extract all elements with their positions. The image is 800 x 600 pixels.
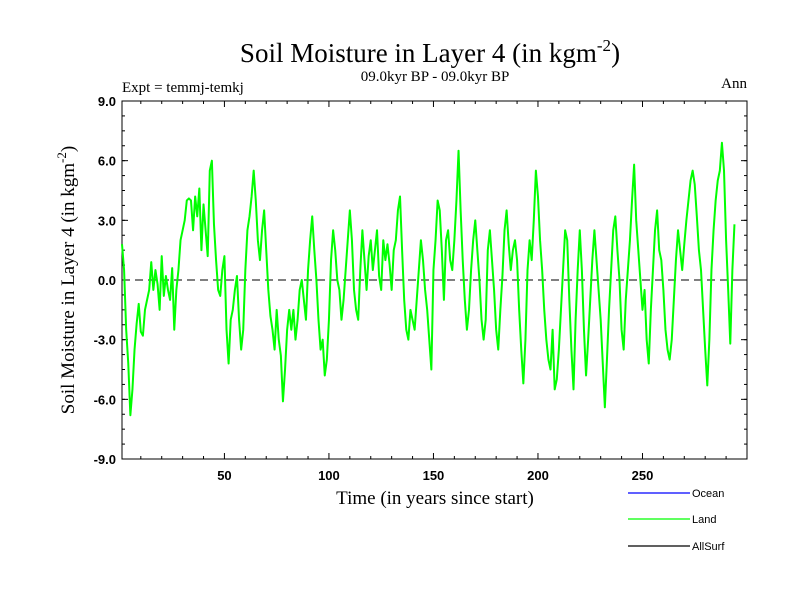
legend-label-ocean: Ocean (692, 488, 724, 500)
x-tick-label: 50 (217, 468, 231, 483)
legend-label-allsurf: AllSurf (692, 541, 725, 553)
experiment-label: Expt = temmj-temkj (122, 80, 244, 96)
chart-title: Soil Moisture in Layer 4 (in kgm-2) (240, 36, 620, 68)
y-tick-label: -9.0 (94, 452, 116, 467)
y-tick-label: 6.0 (98, 154, 116, 169)
y-tick-label: -3.0 (94, 333, 116, 348)
legend: Ocean Land AllSurf (628, 488, 725, 553)
x-axis: 50 100 150 200 250 (140, 101, 727, 483)
season-label: Ann (721, 76, 747, 92)
x-tick-label: 150 (423, 468, 445, 483)
period-label: 09.0kyr BP - 09.0kyr BP (361, 69, 510, 85)
x-tick-label: 200 (527, 468, 549, 483)
y-axis: -9.0 -6.0 -3.0 0.0 3.0 6.0 9.0 (94, 94, 747, 467)
x-tick-label: 100 (318, 468, 340, 483)
series-line-land (121, 141, 736, 417)
series-layer (121, 141, 736, 417)
x-tick-label: 250 (632, 468, 654, 483)
y-tick-label: -6.0 (94, 392, 116, 407)
y-axis-title: Soil Moisture in Layer 4 (in kgm-2) (54, 146, 79, 414)
y-tick-label: 3.0 (98, 213, 116, 228)
x-axis-title: Time (in years since start) (336, 488, 534, 509)
y-tick-label: 0.0 (98, 273, 116, 288)
legend-label-land: Land (692, 514, 716, 526)
y-tick-label: 9.0 (98, 94, 116, 109)
